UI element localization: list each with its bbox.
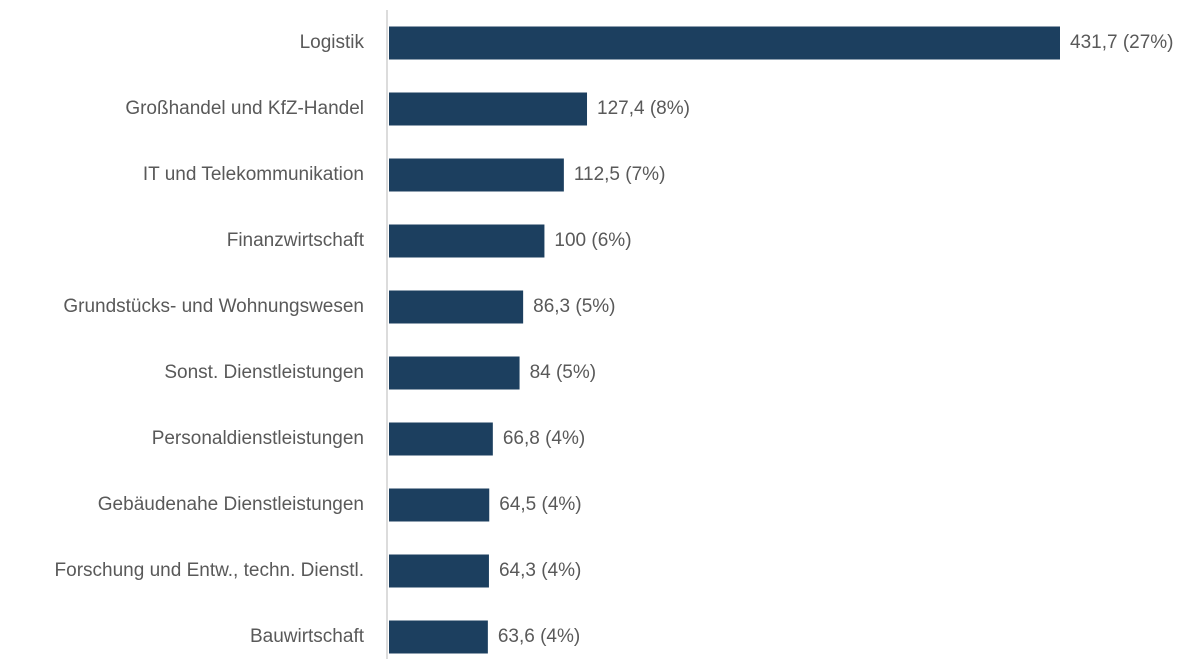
category-label: Personaldienstleistungen [152, 428, 364, 449]
category-label: Großhandel und KfZ-Handel [125, 98, 364, 119]
bar [389, 620, 488, 654]
value-label: 63,6 (4%) [498, 626, 580, 647]
value-label: 100 (6%) [554, 230, 631, 251]
value-label: 64,5 (4%) [499, 494, 581, 515]
value-label: 112,5 (7%) [574, 164, 666, 185]
category-label: IT und Telekommunikation [143, 164, 364, 185]
category-label: Grundstücks- und Wohnungswesen [63, 296, 364, 317]
value-label: 66,8 (4%) [503, 428, 585, 449]
value-label: 64,3 (4%) [499, 560, 581, 581]
bar [389, 356, 520, 390]
value-label: 86,3 (5%) [533, 296, 615, 317]
bar [389, 290, 524, 324]
category-label: Finanzwirtschaft [227, 230, 365, 251]
value-label: 84 (5%) [530, 362, 597, 383]
category-label: Logistik [300, 32, 365, 53]
category-label: Sonst. Dienstleistungen [164, 362, 364, 383]
bar [389, 488, 490, 522]
bar [389, 224, 545, 258]
value-label: 431,7 (27%) [1070, 32, 1174, 53]
bar [389, 554, 489, 588]
category-label: Bauwirtschaft [250, 626, 365, 647]
bar [389, 26, 1060, 60]
bar [389, 158, 564, 192]
value-label: 127,4 (8%) [597, 98, 690, 119]
bar [389, 422, 493, 456]
bar [389, 92, 588, 126]
category-label: Gebäudenahe Dienstleistungen [98, 494, 364, 515]
category-label: Forschung und Entw., techn. Dienstl. [55, 560, 364, 581]
